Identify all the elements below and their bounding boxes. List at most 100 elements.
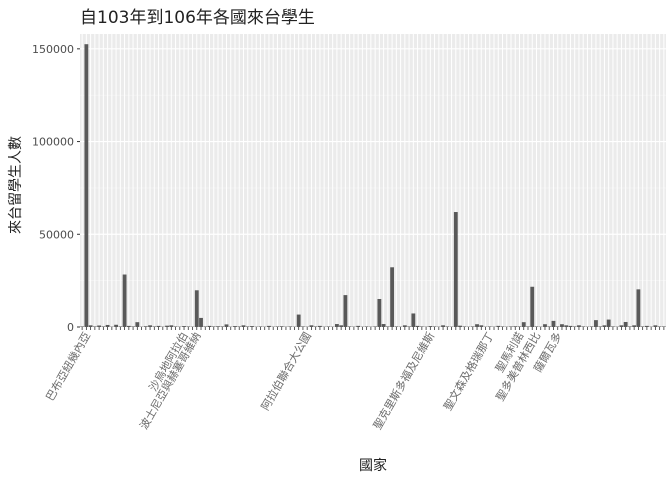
bar [577, 325, 581, 327]
bar [458, 325, 462, 327]
bar [543, 324, 547, 327]
bar [445, 326, 450, 327]
bar [135, 322, 140, 327]
bar [97, 325, 102, 327]
bar [568, 325, 573, 327]
bar [441, 325, 445, 327]
plot-panel [80, 34, 666, 327]
bar [224, 324, 229, 327]
bar [606, 319, 611, 327]
bar [394, 326, 399, 327]
y-tick-label: 100000 [32, 136, 74, 149]
bar [250, 326, 254, 327]
bar [80, 326, 85, 327]
bar [415, 325, 420, 327]
bar [220, 326, 225, 327]
bar [275, 326, 280, 327]
bar [623, 321, 628, 327]
bar [564, 325, 569, 327]
bar [653, 325, 658, 327]
bar [207, 325, 212, 327]
bar [411, 313, 416, 327]
y-tick-label: 150000 [32, 43, 74, 56]
bar [237, 326, 242, 327]
bar [216, 326, 220, 327]
bar [470, 326, 475, 327]
bar [390, 267, 395, 327]
bar [475, 324, 479, 327]
bar [301, 326, 305, 327]
bar [296, 314, 301, 327]
bar [661, 326, 666, 327]
bar [245, 326, 250, 327]
bar [169, 325, 174, 327]
bar [428, 326, 433, 327]
bar [611, 326, 615, 327]
bar [517, 326, 522, 327]
bar [479, 325, 484, 327]
bar [381, 324, 386, 327]
bar [356, 325, 361, 327]
bars [80, 44, 666, 327]
bar [640, 326, 645, 327]
bar [496, 325, 501, 327]
bar [182, 326, 186, 327]
bar [186, 326, 191, 327]
bar [589, 326, 594, 327]
grid-lines [80, 34, 666, 328]
bar [500, 326, 505, 327]
bar [92, 326, 97, 327]
bar [131, 326, 135, 327]
bar [555, 326, 560, 327]
bar [402, 325, 407, 327]
bar [203, 326, 208, 327]
bar [84, 44, 89, 327]
bar [199, 317, 203, 327]
bar [118, 326, 123, 327]
bar [143, 326, 148, 327]
x-tick-label: 巴布亞紐幾內亞 [43, 330, 93, 403]
bar [258, 326, 263, 327]
bar [309, 325, 314, 327]
bar [233, 326, 237, 327]
bar [453, 212, 458, 327]
x-axis-ticks [81, 327, 665, 330]
bar [385, 326, 390, 327]
bar [156, 325, 161, 327]
bar [644, 325, 649, 327]
y-axis-label: 來台留學生人數 [8, 136, 24, 234]
bar [152, 326, 157, 327]
bar [551, 320, 556, 327]
x-tick-label: 聖文森及格瑞那丁 [440, 330, 496, 413]
y-tick-label: 0 [67, 321, 74, 334]
bar [101, 326, 106, 327]
bar [364, 326, 369, 327]
bar [194, 290, 199, 327]
bar [534, 326, 539, 327]
bar [279, 326, 284, 327]
y-axis: 0 50000 100000 150000 [32, 43, 80, 334]
bar [547, 326, 552, 327]
bar [521, 322, 526, 327]
x-axis-label: 國家 [359, 457, 387, 474]
bar [560, 324, 564, 327]
x-tick-label: 聖克里斯多福及尼維斯 [370, 330, 437, 432]
bar [627, 326, 632, 327]
bar [326, 326, 331, 327]
bar [487, 326, 492, 327]
bar [657, 326, 662, 327]
bar [462, 326, 467, 327]
bar [105, 324, 110, 327]
bar [88, 325, 93, 327]
bar [602, 325, 607, 327]
x-tick-label: 阿拉伯聯合大公國 [258, 330, 314, 413]
bar [318, 325, 322, 327]
bar [513, 326, 518, 327]
bar [114, 324, 119, 327]
bar [581, 326, 586, 327]
y-tick-label: 50000 [39, 228, 74, 241]
bar [632, 325, 637, 327]
